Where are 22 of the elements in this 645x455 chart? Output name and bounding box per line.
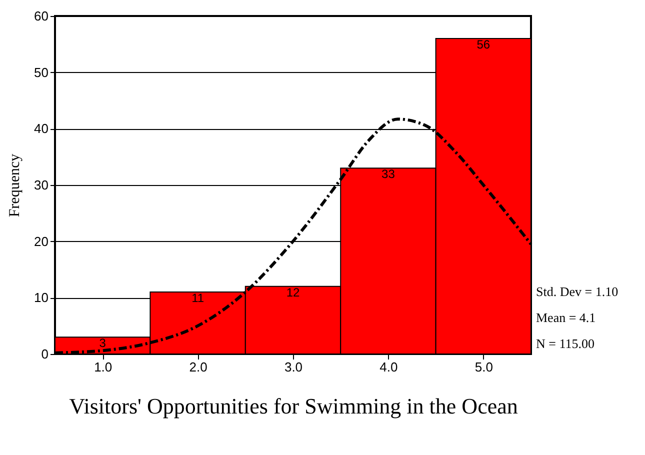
data-label: 56 xyxy=(476,38,490,52)
x-tick-label: 4.0 xyxy=(380,360,398,374)
y-tick-label: 30 xyxy=(34,178,48,192)
y-tick-label: 50 xyxy=(34,64,48,80)
data-label: 3 xyxy=(99,336,106,350)
text: Mean = 4.1 xyxy=(536,310,596,325)
y-tick-label: 40 xyxy=(34,121,48,136)
x-tick-label: 2.0 xyxy=(189,360,208,374)
y-tick-label: 0 xyxy=(41,346,48,362)
y-tick-label: 20 xyxy=(34,234,48,249)
data-label: 11 xyxy=(192,291,204,306)
x-tick-label: 5.0 xyxy=(474,360,493,374)
text: Std. Dev = 1.10 xyxy=(536,284,618,299)
text: N = 115.00 xyxy=(536,336,594,351)
x-tick-label: 3.0 xyxy=(284,360,303,374)
x-tick-label: 1.0 xyxy=(94,360,112,374)
data-label: 12 xyxy=(286,285,300,300)
data-label: 33 xyxy=(382,167,396,182)
y-tick-label: 10 xyxy=(34,290,48,306)
y-tick-label: 60 xyxy=(34,8,48,24)
y-axis-title: Frequency xyxy=(7,153,24,218)
x-axis-title: Visitors' Opportunities for Swimming in the Ocean xyxy=(69,394,518,418)
